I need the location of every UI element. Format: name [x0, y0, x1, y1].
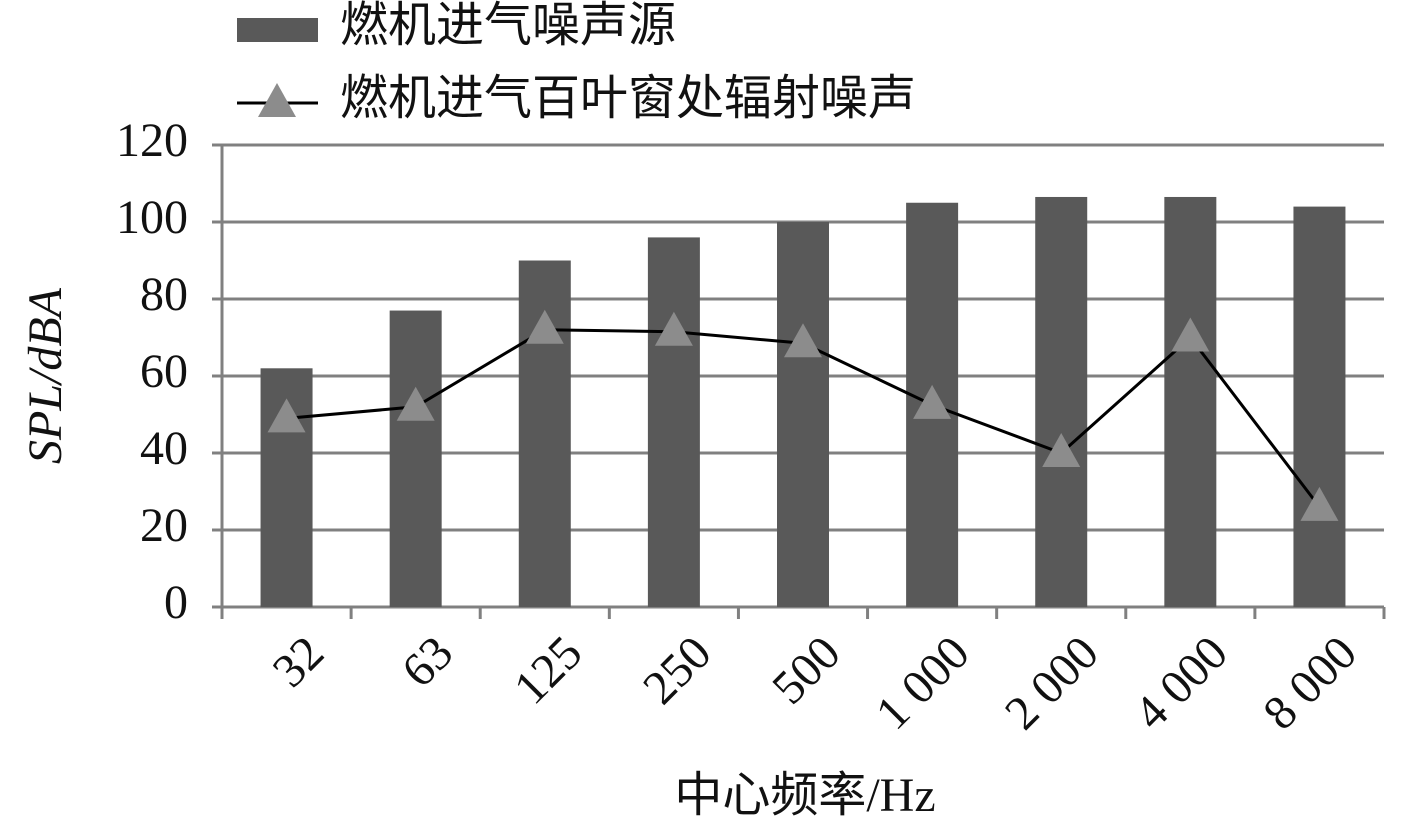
x-tick-label: 1 000	[866, 626, 980, 740]
x-tick-label: 63	[392, 626, 463, 697]
y-tick-label: 0	[164, 576, 188, 629]
bar	[1164, 196, 1217, 607]
bar	[1293, 206, 1346, 607]
x-tick-label: 8 000	[1253, 626, 1367, 740]
x-tick-label: 32	[263, 626, 334, 697]
legend-label: 燃机进气噪声源	[340, 0, 676, 52]
marker	[654, 311, 693, 346]
x-tick-label: 2 000	[995, 626, 1109, 740]
y-tick-label: 40	[140, 422, 188, 475]
legend-label: 燃机进气百叶窗处辐射噪声	[340, 72, 916, 125]
marker	[396, 386, 435, 421]
y-tick-label: 80	[140, 268, 188, 321]
y-tick-label: 120	[116, 114, 188, 167]
bar	[389, 310, 442, 607]
y-axis-label: SPL/dBA	[19, 287, 72, 464]
legend-swatch	[237, 18, 318, 42]
marker	[913, 384, 952, 419]
bar	[1035, 196, 1088, 607]
y-tick-label: 20	[140, 499, 188, 552]
marker	[784, 323, 822, 358]
marker	[1171, 317, 1210, 352]
bar	[777, 222, 829, 607]
x-axis-label: 中心频率/Hz	[674, 769, 935, 822]
y-tick-label: 100	[116, 191, 188, 244]
marker	[258, 83, 296, 117]
marker	[267, 398, 306, 433]
x-tick-label: 500	[762, 626, 850, 714]
x-tick-label: 125	[504, 626, 592, 714]
bar	[647, 237, 700, 607]
marker	[1300, 486, 1339, 521]
marker	[1042, 433, 1081, 467]
marker	[525, 309, 564, 344]
x-tick-label: 4 000	[1124, 626, 1238, 740]
x-tick-label: 250	[633, 626, 721, 714]
y-tick-label: 60	[140, 345, 188, 398]
